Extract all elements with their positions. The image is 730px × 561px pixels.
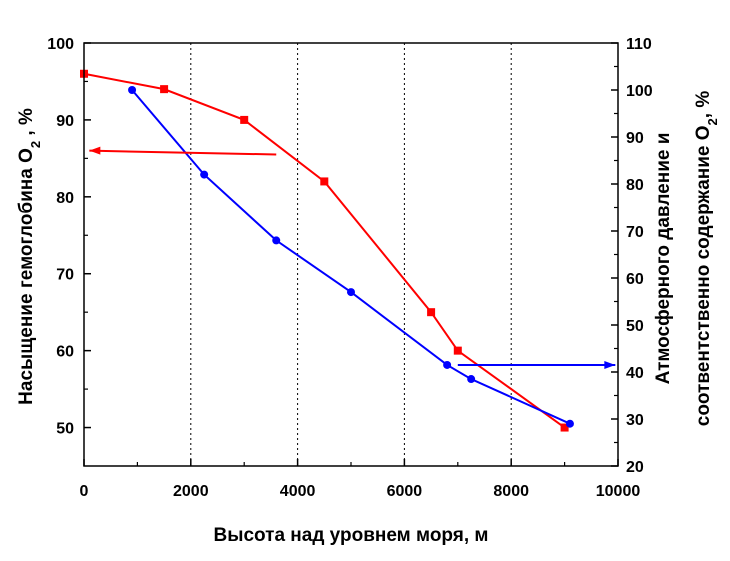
y-left-axis-title-sub: 2	[28, 141, 43, 148]
y-right-tick-label: 70	[626, 224, 644, 241]
series-markers	[80, 69, 574, 432]
data-point-circle	[565, 419, 574, 428]
y-right-tick-label: 30	[626, 412, 644, 429]
y-left-axis-title-main: Насыщение гемоглобина O	[16, 148, 37, 405]
data-point-square	[427, 308, 436, 317]
annotation-arrow-head-1	[89, 146, 101, 155]
data-point-circle	[347, 288, 355, 297]
x-tick-label: 4000	[280, 483, 316, 500]
x-tick-label: 2000	[173, 483, 209, 500]
annotation-arrow-line-1	[89, 149, 277, 156]
y-right-tick-label: 110	[626, 36, 652, 53]
data-point-circle	[272, 236, 281, 245]
plot-frame	[83, 42, 619, 467]
data-point-square	[160, 85, 169, 94]
data-point-square	[453, 346, 462, 355]
y-right-axis-title-line2: соотвентственно содержание O2, %	[693, 91, 720, 427]
series-lines	[83, 72, 571, 429]
data-point-circle	[200, 170, 209, 179]
annotation-arrow-head-2	[604, 360, 616, 369]
y-right-tick-label: 20	[626, 459, 644, 476]
y-right-tick-label: 100	[626, 83, 653, 100]
y-left-axis-title: Насыщение гемоглобина O2 , %	[16, 108, 43, 405]
x-tick-label: 6000	[387, 483, 423, 500]
y-left-tick-label: 100	[47, 36, 74, 53]
gridlines	[190, 43, 512, 466]
y-left-tick-label: 90	[56, 113, 74, 130]
y-left-axis-title-tail: , %	[16, 108, 37, 141]
y-right-tick-label: 50	[626, 318, 644, 335]
data-point-circle	[467, 375, 476, 384]
y-right-tick-label: 80	[626, 177, 644, 194]
data-point-circle	[443, 360, 452, 369]
y-left-tick-label: 50	[56, 421, 74, 438]
annotation-arrows	[89, 146, 616, 369]
x-tick-label: 10000	[596, 483, 641, 500]
data-point-square	[320, 177, 329, 186]
y-right-axis-title-line2-main: соотвентственно содержание O	[693, 125, 714, 426]
x-axis-title: Высота над уровнем моря, м	[214, 525, 489, 546]
series-line-1	[83, 72, 566, 429]
data-point-square	[560, 423, 569, 432]
data-point-circle	[128, 86, 137, 94]
axis-ticks	[83, 42, 619, 467]
y-left-tick-label: 70	[56, 267, 74, 284]
tick-labels: 0 2000 4000 6000 8000 10000 50 60 70 80 90 100 20 30 4…	[47, 36, 653, 500]
y-right-axis-title-line2-sub: 2	[705, 118, 720, 125]
y-left-tick-label: 80	[56, 190, 74, 207]
y-right-axis-title-line2-tail: , %	[693, 91, 714, 119]
y-right-tick-label: 40	[626, 365, 644, 382]
y-left-tick-label: 60	[56, 344, 74, 361]
data-point-square	[240, 115, 249, 124]
x-tick-label: 0	[80, 483, 89, 500]
y-right-tick-label: 90	[626, 130, 644, 147]
series-line-2	[131, 89, 571, 425]
x-tick-label: 8000	[493, 483, 529, 500]
y-right-axis-title-line1: Атмосферного давление и	[653, 133, 674, 385]
y-right-tick-label: 60	[626, 271, 644, 288]
